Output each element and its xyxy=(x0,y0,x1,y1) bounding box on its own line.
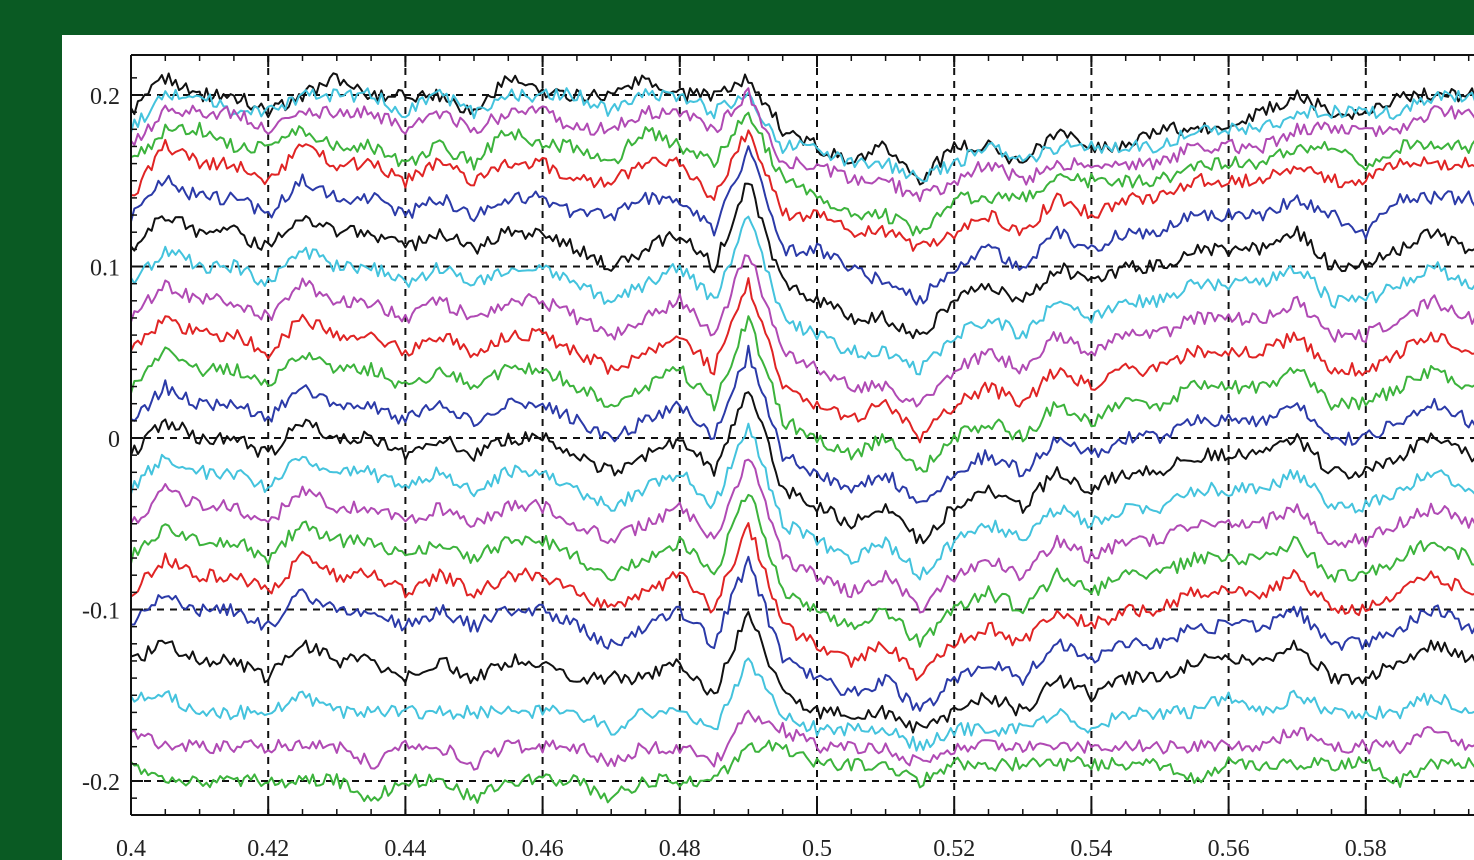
series-line xyxy=(131,277,1474,444)
x-tick-label: 0.56 xyxy=(1208,836,1250,860)
series-line xyxy=(131,391,1474,545)
x-tick-label: 0.5 xyxy=(802,836,832,860)
series-line xyxy=(131,87,1474,203)
axes xyxy=(130,54,1474,816)
series-line xyxy=(131,458,1474,614)
series-line xyxy=(131,315,1474,473)
series-line xyxy=(131,657,1474,752)
series-line xyxy=(131,344,1474,504)
x-tick-label: 0.48 xyxy=(659,836,701,860)
y-tick-label: 0.1 xyxy=(90,256,120,282)
x-tick-label: 0.52 xyxy=(933,836,975,860)
x-tick-label: 0.44 xyxy=(384,836,426,860)
x-tick-label: 0.46 xyxy=(522,836,564,860)
x-tick-label: 0.4 xyxy=(116,836,146,860)
series-line xyxy=(131,129,1474,252)
series-line xyxy=(131,215,1474,376)
series-line xyxy=(131,422,1474,581)
series-line xyxy=(131,111,1474,237)
series-line xyxy=(131,522,1474,682)
series-line xyxy=(131,709,1474,771)
y-tick-label: -0.1 xyxy=(82,599,120,625)
series-line xyxy=(131,145,1474,306)
tick-labels: 0.4 0.42 0.44 0.46 0.48 0.5 0.52 0.54 0.56 0.58 0.… xyxy=(82,84,1387,860)
x-tick-label: 0.58 xyxy=(1345,836,1387,860)
series-line xyxy=(131,555,1474,712)
series-lines xyxy=(131,72,1474,804)
grid-lines xyxy=(131,55,1474,815)
series-line xyxy=(131,182,1474,340)
chart-panel xyxy=(62,35,1474,860)
y-tick-label: -0.2 xyxy=(82,770,120,796)
y-tick-label: 0.2 xyxy=(90,84,120,110)
y-tick-label: 0 xyxy=(108,427,120,453)
series-line xyxy=(131,610,1474,734)
x-tick-label: 0.42 xyxy=(247,836,289,860)
series-line xyxy=(131,739,1474,804)
series-line xyxy=(131,72,1474,186)
series-line xyxy=(131,87,1474,183)
series-line xyxy=(131,493,1474,648)
x-tick-label: 0.54 xyxy=(1070,836,1112,860)
series-line xyxy=(131,254,1474,408)
